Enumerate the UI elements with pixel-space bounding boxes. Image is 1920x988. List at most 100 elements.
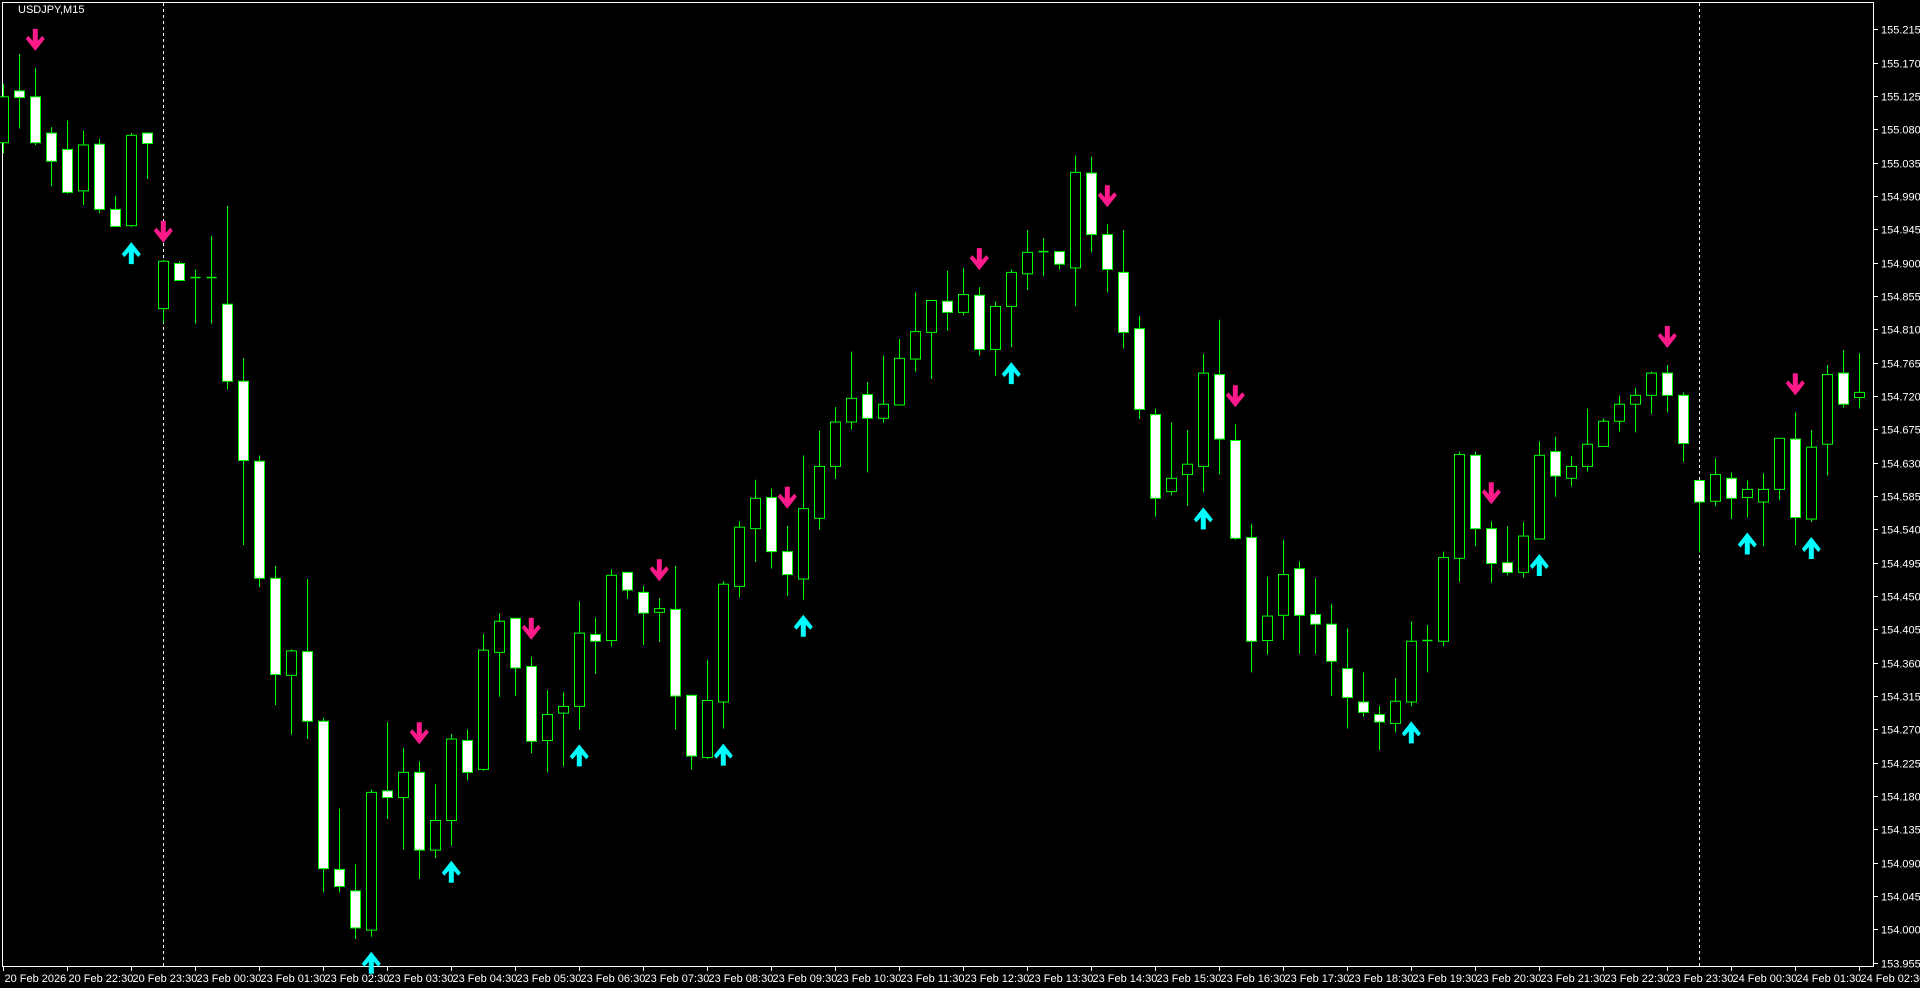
candle-body-bear — [622, 571, 633, 591]
candle-body-bull — [1758, 488, 1769, 503]
candle — [846, 351, 857, 430]
candle-body-bear — [510, 617, 521, 669]
up-arrow-icon — [1737, 532, 1757, 555]
candle — [878, 355, 889, 423]
down-arrow-icon — [25, 28, 45, 51]
price-tick-label: 154.675 — [1881, 425, 1920, 437]
candle — [446, 733, 457, 846]
candle — [990, 301, 1001, 377]
candle-body-bull — [1566, 465, 1577, 479]
price-tick-label: 154.135 — [1881, 825, 1920, 837]
candle-body-bear — [1486, 528, 1497, 564]
time-tick-label: 23 Feb 04:30 — [453, 973, 518, 985]
candle-body-bear — [334, 868, 345, 887]
candle — [814, 430, 825, 530]
time-tick-label: 24 Feb 00:30 — [1733, 973, 1798, 985]
candle — [1182, 430, 1193, 506]
candle — [62, 120, 73, 194]
candle-body-bear — [1086, 172, 1097, 236]
candle — [174, 261, 185, 282]
down-arrow-icon — [1657, 325, 1677, 348]
time-tick-label: 23 Feb 16:30 — [1221, 973, 1286, 985]
price-tick-label: 154.090 — [1881, 859, 1920, 871]
candle-body-bear — [382, 790, 393, 799]
up-arrow-icon — [1401, 721, 1421, 744]
candle-body-bear — [1326, 623, 1337, 662]
candle — [942, 270, 953, 331]
candle-body-bull — [1582, 443, 1593, 467]
candle-body-bear — [1294, 568, 1305, 616]
candle — [1166, 422, 1177, 496]
time-tick-label: 20 Feb 2026 — [5, 973, 67, 985]
candle — [1774, 437, 1785, 500]
candle — [1854, 353, 1865, 409]
candle — [238, 358, 249, 545]
candle-body-bull — [1454, 454, 1465, 559]
candle — [0, 84, 9, 154]
candle-body-bull — [78, 144, 89, 192]
candle — [1662, 364, 1673, 413]
candle — [1566, 456, 1577, 487]
candle — [318, 717, 329, 893]
candle-body-bull — [1774, 437, 1785, 490]
time-tick-label: 23 Feb 12:30 — [965, 973, 1030, 985]
candle-body-bull — [1022, 251, 1033, 275]
candle — [254, 455, 265, 588]
candle-body-bear — [1662, 372, 1673, 396]
candle — [1502, 526, 1513, 576]
candle-body-bull — [126, 134, 137, 227]
time-axis[interactable]: 20 Feb 2026 20 Feb 22:30 20 Feb 23:30 23 Fe… — [3, 967, 1920, 985]
down-arrow-icon — [1225, 385, 1245, 408]
candle — [430, 784, 441, 859]
up-arrow-icon — [441, 860, 461, 883]
price-tick-label: 154.630 — [1881, 459, 1920, 471]
time-tick-label: 23 Feb 18:30 — [1349, 973, 1414, 985]
candle-body-bull — [430, 820, 441, 851]
candle-body-bear — [1694, 480, 1705, 503]
candle — [206, 236, 217, 324]
candle — [1422, 624, 1433, 673]
candle-body-bear — [1150, 414, 1161, 499]
candle-body-bull — [366, 791, 377, 931]
time-tick-label: 23 Feb 07:30 — [645, 973, 710, 985]
candle-body-bear — [110, 208, 121, 227]
candle-body-bull — [1710, 474, 1721, 502]
candle-body-bull — [814, 465, 825, 519]
down-arrow-icon — [153, 220, 173, 243]
price-tick-label: 154.855 — [1881, 292, 1920, 304]
candle-body-bear — [1342, 668, 1353, 699]
price-tick-label: 154.720 — [1881, 392, 1920, 404]
price-tick-label: 154.180 — [1881, 792, 1920, 804]
down-arrow-icon — [777, 486, 797, 509]
candle — [1150, 408, 1161, 517]
down-arrow-icon — [649, 559, 669, 582]
up-arrow-icon — [1001, 362, 1021, 385]
candle-body-bear — [1358, 701, 1369, 713]
candle-body-bull — [286, 650, 297, 676]
candle-body-bear — [94, 143, 105, 210]
candle — [78, 130, 89, 205]
candle-body-bear — [974, 294, 985, 350]
price-axis[interactable]: 155.215 155.170 155.125 155.080 155.035 154.9… — [1874, 25, 1920, 971]
candle-body-bull — [1646, 372, 1657, 396]
candle — [1278, 539, 1289, 640]
candle-body-bull — [1262, 615, 1273, 642]
time-tick-label: 23 Feb 10:30 — [837, 973, 902, 985]
price-tick-label: 155.125 — [1881, 92, 1920, 104]
price-tick-label: 154.360 — [1881, 659, 1920, 671]
candle — [222, 205, 233, 390]
candle-body-bull — [830, 421, 841, 467]
symbol-timeframe-label: USDJPY,M15 — [18, 4, 85, 16]
candle — [590, 617, 601, 674]
candle-body-bull — [798, 508, 809, 580]
candle — [1646, 371, 1657, 414]
time-tick-label: 23 Feb 22:30 — [1605, 973, 1670, 985]
candle-body-bull — [702, 700, 713, 759]
candle-body-bull — [654, 608, 665, 613]
candle — [510, 617, 521, 697]
candle-body-bull — [446, 738, 457, 822]
candle-body-bear — [1550, 451, 1561, 477]
time-tick-label: 23 Feb 20:30 — [1477, 973, 1542, 985]
time-tick-label: 24 Feb 02:30 — [1861, 973, 1920, 985]
